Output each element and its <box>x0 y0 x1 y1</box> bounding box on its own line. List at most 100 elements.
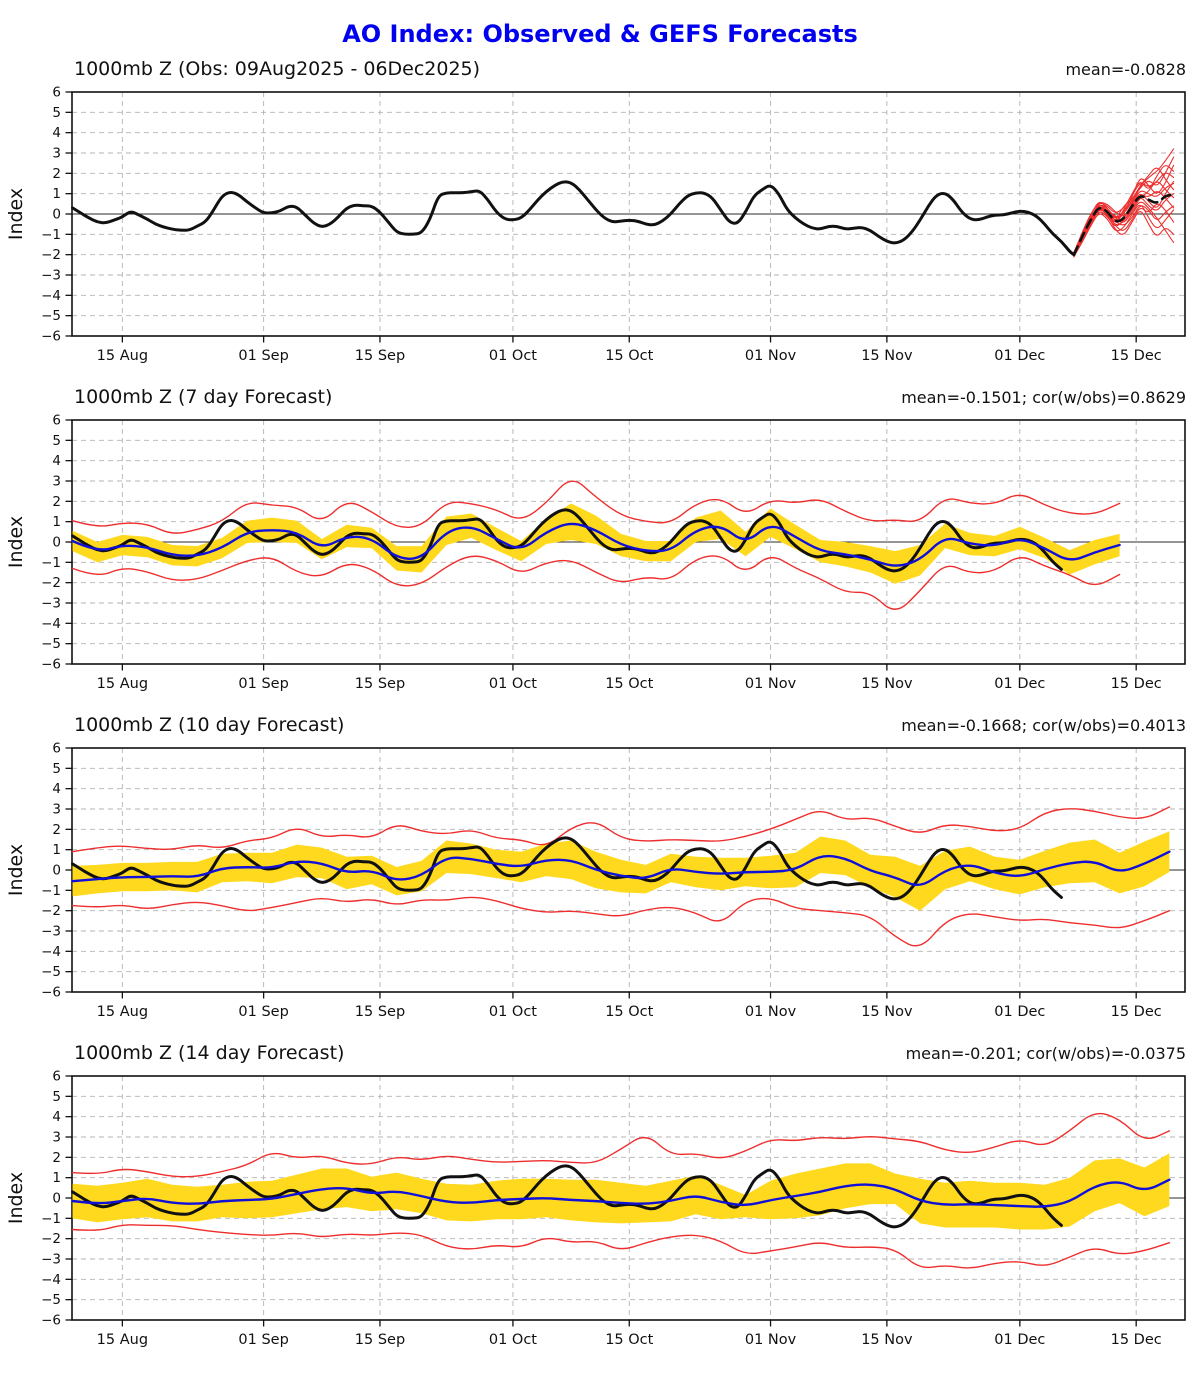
svg-text:Index: Index <box>5 188 27 240</box>
svg-text:15 Dec: 15 Dec <box>1111 676 1162 692</box>
svg-text:−5: −5 <box>41 308 61 324</box>
svg-text:−6: −6 <box>41 656 61 672</box>
svg-text:2: 2 <box>52 822 61 838</box>
svg-text:−5: −5 <box>41 964 61 980</box>
svg-text:2: 2 <box>52 166 61 182</box>
svg-text:15 Dec: 15 Dec <box>1111 348 1162 364</box>
panel-10day-header: 1000mb Z (10 day Forecast) mean=-0.1668;… <box>0 714 1200 740</box>
svg-text:01 Sep: 01 Sep <box>238 1332 288 1348</box>
panel-14day-title: 1000mb Z (14 day Forecast) <box>74 1042 345 1064</box>
svg-text:−3: −3 <box>41 1251 61 1267</box>
svg-text:15 Sep: 15 Sep <box>355 676 405 692</box>
svg-text:15 Dec: 15 Dec <box>1111 1004 1162 1020</box>
svg-text:15 Nov: 15 Nov <box>861 676 913 692</box>
panel-14day-header: 1000mb Z (14 day Forecast) mean=-0.201; … <box>0 1042 1200 1068</box>
svg-text:15 Aug: 15 Aug <box>97 348 148 364</box>
panel-observed: 1000mb Z (Obs: 09Aug2025 - 06Dec2025) me… <box>0 58 1200 386</box>
observed-ensemble-chart: 15 Aug 01 Sep 15 Sep 01 Oct 15 Oct 01 Nov 15 N… <box>5 85 1186 364</box>
panel-14day-stats: mean=-0.201; cor(w/obs)=-0.0375 <box>905 1044 1186 1063</box>
svg-text:−2: −2 <box>41 1231 61 1247</box>
svg-text:01 Dec: 01 Dec <box>994 1332 1045 1348</box>
svg-text:5: 5 <box>52 761 61 777</box>
svg-text:2: 2 <box>52 1150 61 1166</box>
svg-text:01 Sep: 01 Sep <box>238 676 288 692</box>
forecast-7day-chart: 15 Aug 01 Sep 15 Sep 01 Oct 15 Oct 01 Nov 15 N… <box>5 413 1186 692</box>
svg-text:01 Nov: 01 Nov <box>745 676 797 692</box>
svg-text:−4: −4 <box>41 1272 61 1288</box>
svg-text:−1: −1 <box>41 1211 61 1227</box>
svg-text:01 Nov: 01 Nov <box>745 1004 797 1020</box>
panel-observed-header: 1000mb Z (Obs: 09Aug2025 - 06Dec2025) me… <box>0 58 1200 84</box>
page-title: AO Index: Observed & GEFS Forecasts <box>342 20 858 48</box>
panel-7day-title: 1000mb Z (7 day Forecast) <box>74 386 333 408</box>
svg-text:−4: −4 <box>41 944 61 960</box>
svg-text:0: 0 <box>52 1191 61 1207</box>
svg-text:−5: −5 <box>41 636 61 652</box>
svg-text:−1: −1 <box>41 555 61 571</box>
svg-text:−3: −3 <box>41 923 61 939</box>
svg-text:15 Dec: 15 Dec <box>1111 1332 1162 1348</box>
svg-text:15 Sep: 15 Sep <box>355 1332 405 1348</box>
svg-text:15 Oct: 15 Oct <box>605 676 653 692</box>
svg-text:−1: −1 <box>41 883 61 899</box>
svg-text:01 Oct: 01 Oct <box>489 1004 537 1020</box>
svg-text:−6: −6 <box>41 984 61 1000</box>
svg-text:15 Nov: 15 Nov <box>861 348 913 364</box>
svg-text:0: 0 <box>52 863 61 879</box>
panel-7day-forecast: 1000mb Z (7 day Forecast) mean=-0.1501; … <box>0 386 1200 714</box>
svg-text:4: 4 <box>52 453 61 469</box>
svg-text:01 Nov: 01 Nov <box>745 348 797 364</box>
svg-text:6: 6 <box>52 741 61 757</box>
svg-text:01 Sep: 01 Sep <box>238 348 288 364</box>
panel-14day-forecast: 1000mb Z (14 day Forecast) mean=-0.201; … <box>0 1042 1200 1370</box>
forecast-10day-chart: 15 Aug 01 Sep 15 Sep 01 Oct 15 Oct 01 Nov 15 N… <box>5 741 1186 1020</box>
svg-text:4: 4 <box>52 1109 61 1125</box>
svg-text:3: 3 <box>52 802 61 818</box>
svg-text:0: 0 <box>52 535 61 551</box>
svg-text:15 Sep: 15 Sep <box>355 348 405 364</box>
svg-text:01 Dec: 01 Dec <box>994 1004 1045 1020</box>
svg-text:15 Aug: 15 Aug <box>97 1004 148 1020</box>
svg-text:01 Dec: 01 Dec <box>994 676 1045 692</box>
svg-text:4: 4 <box>52 781 61 797</box>
svg-text:01 Oct: 01 Oct <box>489 348 537 364</box>
svg-text:−3: −3 <box>41 595 61 611</box>
svg-text:6: 6 <box>52 413 61 429</box>
svg-text:−2: −2 <box>41 247 61 263</box>
svg-text:01 Sep: 01 Sep <box>238 1004 288 1020</box>
svg-text:15 Aug: 15 Aug <box>97 1332 148 1348</box>
svg-text:01 Dec: 01 Dec <box>994 348 1045 364</box>
svg-text:4: 4 <box>52 125 61 141</box>
svg-text:1: 1 <box>52 1170 61 1186</box>
svg-text:−4: −4 <box>41 616 61 632</box>
svg-text:1: 1 <box>52 842 61 858</box>
svg-text:01 Nov: 01 Nov <box>745 1332 797 1348</box>
svg-text:3: 3 <box>52 474 61 490</box>
svg-text:15 Oct: 15 Oct <box>605 1004 653 1020</box>
panel-7day-header: 1000mb Z (7 day Forecast) mean=-0.1501; … <box>0 386 1200 412</box>
svg-text:01 Oct: 01 Oct <box>489 676 537 692</box>
svg-text:−3: −3 <box>41 267 61 283</box>
svg-text:1: 1 <box>52 186 61 202</box>
panel-10day-stats: mean=-0.1668; cor(w/obs)=0.4013 <box>901 716 1186 735</box>
svg-text:15 Oct: 15 Oct <box>605 1332 653 1348</box>
svg-text:6: 6 <box>52 1069 61 1085</box>
panel-10day-forecast: 1000mb Z (10 day Forecast) mean=-0.1668;… <box>0 714 1200 1042</box>
svg-text:3: 3 <box>52 146 61 162</box>
svg-text:3: 3 <box>52 1130 61 1146</box>
forecast-14day-chart: 15 Aug 01 Sep 15 Sep 01 Oct 15 Oct 01 Nov 15 N… <box>5 1069 1186 1348</box>
svg-text:15 Nov: 15 Nov <box>861 1332 913 1348</box>
panel-7day-stats: mean=-0.1501; cor(w/obs)=0.8629 <box>901 388 1186 407</box>
svg-text:−5: −5 <box>41 1292 61 1308</box>
svg-text:1: 1 <box>52 514 61 530</box>
svg-text:0: 0 <box>52 207 61 223</box>
svg-text:−4: −4 <box>41 288 61 304</box>
svg-text:5: 5 <box>52 105 61 121</box>
svg-text:5: 5 <box>52 433 61 449</box>
svg-text:−1: −1 <box>41 227 61 243</box>
svg-text:5: 5 <box>52 1089 61 1105</box>
svg-text:−6: −6 <box>41 328 61 344</box>
svg-text:Index: Index <box>5 516 27 568</box>
svg-text:Index: Index <box>5 1172 27 1224</box>
svg-text:6: 6 <box>52 85 61 101</box>
